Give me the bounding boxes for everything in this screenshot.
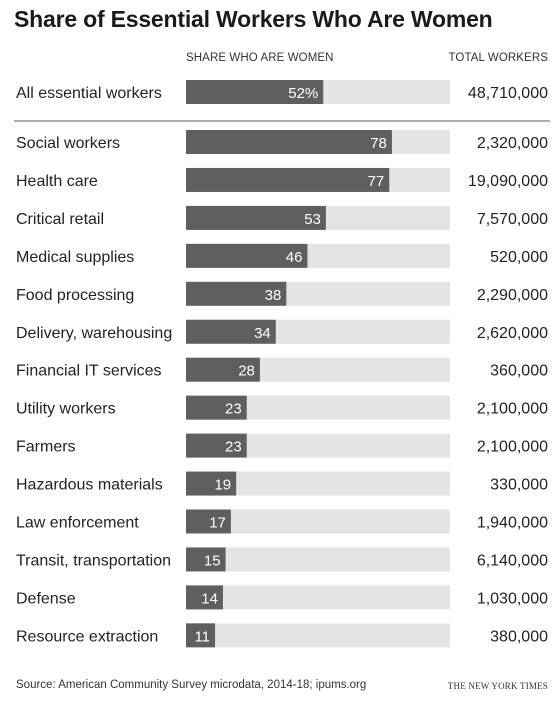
row-13-bar bbox=[186, 585, 223, 610]
row-4-category-label: Medical supplies bbox=[16, 249, 134, 266]
row-12-track bbox=[186, 547, 450, 572]
row-7-value-label: 28 bbox=[238, 363, 255, 380]
publisher-credit: THE NEW YORK TIMES bbox=[447, 681, 548, 691]
chart-title: Share of Essential Workers Who Are Women bbox=[14, 6, 493, 32]
row-8-category-label: Utility workers bbox=[16, 401, 116, 418]
row-12-bar bbox=[186, 547, 226, 572]
row-9-value-label: 23 bbox=[225, 439, 242, 456]
row-12-value-label: 15 bbox=[204, 552, 221, 569]
share-column-header: SHARE WHO ARE WOMEN bbox=[186, 52, 334, 64]
source-note: Source: American Community Survey microd… bbox=[16, 679, 367, 691]
row-2-value-label: 77 bbox=[368, 173, 385, 190]
row-14-track bbox=[186, 623, 450, 648]
row-3-category-label: Critical retail bbox=[16, 211, 104, 228]
row-5-total-label: 2,290,000 bbox=[477, 287, 548, 304]
row-6-total-label: 2,620,000 bbox=[477, 325, 548, 342]
row-8-total-label: 2,100,000 bbox=[477, 401, 548, 418]
row-13-total-label: 1,030,000 bbox=[477, 590, 548, 607]
row-4-bar bbox=[186, 243, 308, 268]
row-14-bar bbox=[186, 623, 216, 648]
row-14-total-label: 380,000 bbox=[490, 628, 548, 645]
row-9-category-label: Farmers bbox=[16, 439, 76, 456]
summary-total-label: 48,710,000 bbox=[468, 85, 548, 102]
row-1-category-label: Social workers bbox=[16, 135, 120, 152]
total-column-header: TOTAL WORKERS bbox=[448, 52, 548, 64]
row-13-value-label: 14 bbox=[201, 590, 218, 607]
row-3-value-label: 53 bbox=[304, 211, 321, 228]
row-5-value-label: 38 bbox=[265, 287, 282, 304]
row-7-total-label: 360,000 bbox=[490, 363, 548, 380]
row-2-total-label: 19,090,000 bbox=[468, 173, 548, 190]
row-7-category-label: Financial IT services bbox=[16, 363, 162, 380]
row-4-value-label: 46 bbox=[286, 249, 303, 266]
row-12-total-label: 6,140,000 bbox=[477, 552, 548, 569]
row-5-category-label: Food processing bbox=[16, 287, 134, 304]
row-13-track bbox=[186, 585, 450, 610]
row-9-bar bbox=[186, 433, 247, 458]
row-1-total-label: 2,320,000 bbox=[477, 135, 548, 152]
row-11-value-label: 17 bbox=[209, 515, 226, 532]
row-14-category-label: Resource extraction bbox=[16, 628, 158, 645]
row-2-category-label: Health care bbox=[16, 173, 98, 190]
row-6-value-label: 34 bbox=[254, 325, 271, 342]
summary-bar bbox=[186, 80, 324, 104]
row-1-value-label: 78 bbox=[370, 135, 387, 152]
row-7-bar bbox=[186, 357, 260, 382]
row-11-category-label: Law enforcement bbox=[16, 515, 139, 532]
row-8-value-label: 23 bbox=[225, 401, 242, 418]
row-6-category-label: Delivery, warehousing bbox=[16, 325, 172, 342]
row-13-category-label: Defense bbox=[16, 590, 76, 607]
bar-chart: All essential workers 52% 48,710,000 Social… bbox=[14, 80, 550, 648]
row-4-total-label: 520,000 bbox=[490, 249, 548, 266]
row-5-bar bbox=[186, 281, 287, 306]
row-2-bar bbox=[186, 167, 390, 192]
row-9-total-label: 2,100,000 bbox=[477, 439, 548, 456]
row-3-total-label: 7,570,000 bbox=[477, 211, 548, 228]
row-10-bar bbox=[186, 471, 237, 496]
summary-category-label: All essential workers bbox=[16, 85, 162, 102]
row-11-bar bbox=[186, 509, 231, 534]
row-10-value-label: 19 bbox=[214, 477, 231, 494]
summary-value-label: 52% bbox=[288, 85, 318, 102]
row-10-category-label: Hazardous materials bbox=[16, 477, 163, 494]
row-3-bar bbox=[186, 205, 326, 230]
row-1-bar bbox=[186, 130, 392, 154]
row-11-total-label: 1,940,000 bbox=[477, 515, 548, 532]
row-14-value-label: 11 bbox=[194, 628, 210, 645]
row-8-bar bbox=[186, 395, 247, 420]
row-6-bar bbox=[186, 319, 276, 344]
row-12-category-label: Transit, transportation bbox=[16, 552, 171, 569]
row-10-total-label: 330,000 bbox=[490, 477, 548, 494]
